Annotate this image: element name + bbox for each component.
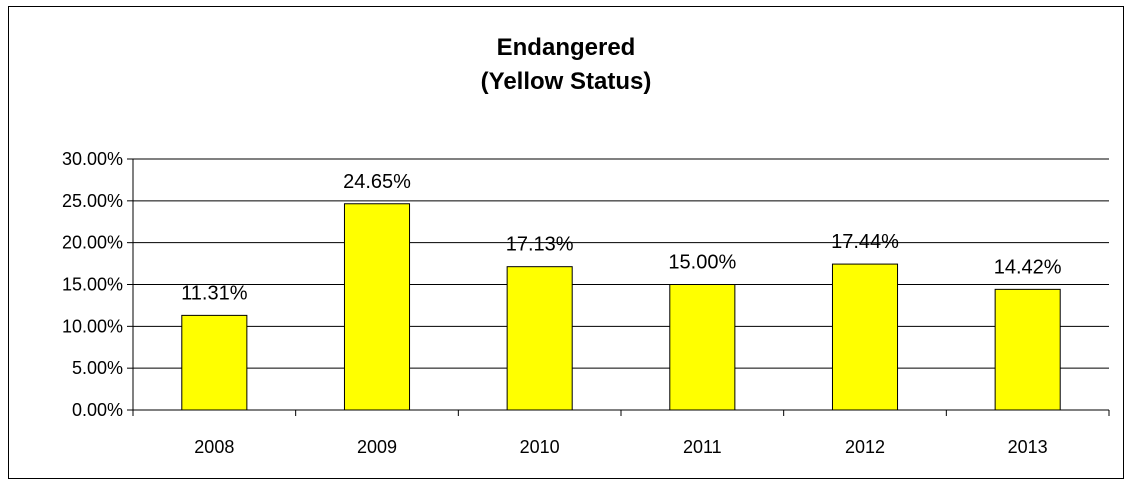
data-label-2009: 24.65% bbox=[343, 171, 411, 193]
data-label-2010: 17.13% bbox=[506, 234, 574, 256]
data-label-2012: 17.44% bbox=[831, 231, 899, 253]
y-tick-label: 15.00% bbox=[62, 275, 123, 295]
bar-2008 bbox=[181, 314, 248, 411]
data-label-2008: 11.31% bbox=[181, 282, 248, 304]
x-tick-label-2009: 2009 bbox=[357, 437, 397, 457]
x-tick-label-2013: 2013 bbox=[1008, 437, 1048, 457]
data-label-2013: 14.42% bbox=[994, 256, 1062, 278]
bar-2013 bbox=[994, 288, 1061, 411]
y-tick-label: 0.00% bbox=[72, 400, 123, 420]
bar-2010 bbox=[506, 266, 573, 411]
bar-2012 bbox=[831, 263, 899, 411]
y-tick-label: 20.00% bbox=[62, 233, 123, 253]
gridlines bbox=[133, 158, 1109, 369]
axes bbox=[127, 158, 1110, 416]
x-tick-label-2012: 2012 bbox=[845, 437, 885, 457]
y-tick-label: 25.00% bbox=[62, 191, 123, 211]
chart-title: Endangered (Yellow Status) bbox=[9, 31, 1123, 99]
chart-title-line-1: Endangered bbox=[496, 34, 636, 61]
y-tick-label: 5.00% bbox=[72, 358, 123, 378]
y-tick-label: 10.00% bbox=[62, 316, 123, 336]
chart-frame: Endangered (Yellow Status) 0.00% 5.00% 10.… bbox=[8, 6, 1124, 479]
chart-title-line-2: (Yellow Status) bbox=[480, 68, 652, 95]
y-tick-label: 30.00% bbox=[62, 149, 123, 169]
bars bbox=[181, 203, 1061, 411]
x-tick-label-2010: 2010 bbox=[520, 437, 560, 457]
bar-chart-plot: 0.00% 5.00% 10.00% 15.00% 20.00% 25.00% 30.00%… bbox=[62, 149, 1110, 457]
labels: 0.00% 5.00% 10.00% 15.00% 20.00% 25.00% 30.00%… bbox=[62, 149, 1062, 457]
bar-2011 bbox=[669, 284, 736, 411]
data-label-2011: 15.00% bbox=[668, 252, 736, 274]
x-tick-label-2008: 2008 bbox=[194, 437, 234, 457]
x-tick-label-2011: 2011 bbox=[683, 437, 722, 457]
bar-2009 bbox=[343, 203, 411, 411]
